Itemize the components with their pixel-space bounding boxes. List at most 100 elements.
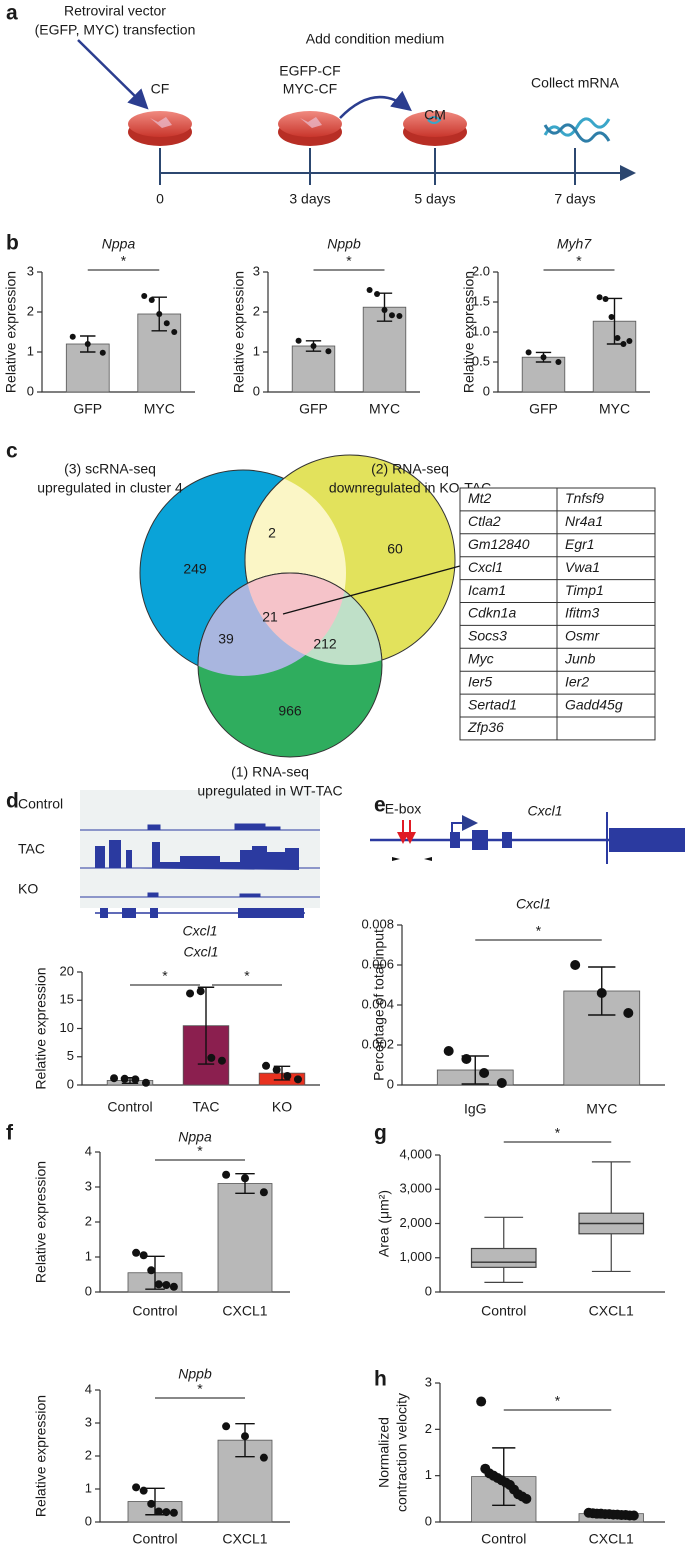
- venn-label: upregulated in WT-TAC: [197, 783, 342, 799]
- y-tick-label: 15: [60, 992, 74, 1007]
- y-tick-label: 3: [27, 263, 34, 278]
- y-tick-label: 4,000: [399, 1146, 432, 1161]
- y-tick-label: 0.002: [361, 1036, 394, 1051]
- y-tick-label: 0.008: [361, 916, 394, 931]
- dish-label: EGFP-CF: [279, 63, 340, 79]
- table-cell: Osmr: [565, 628, 601, 644]
- y-axis-label: contraction velocity: [394, 1393, 410, 1512]
- panel-label: b: [6, 232, 19, 255]
- gene-name: Cxcl1: [182, 923, 217, 939]
- significance-label: *: [536, 923, 542, 939]
- y-tick-label: 0: [27, 383, 34, 398]
- significance-label: *: [555, 1393, 561, 1409]
- y-tick-label: 1.5: [472, 293, 490, 308]
- chart-title: Nppb: [327, 236, 361, 252]
- y-axis-label: Relative expression: [33, 1395, 49, 1517]
- venn-count: 249: [183, 561, 207, 577]
- table-cell: Nr4a1: [565, 513, 603, 529]
- venn-count: 21: [262, 609, 278, 625]
- gene-name: Cxcl1: [527, 803, 562, 819]
- data-point: [141, 1078, 150, 1087]
- data-point: [461, 1054, 472, 1064]
- significance-label: *: [244, 968, 250, 984]
- y-tick-label: 1: [27, 343, 34, 358]
- data-point: [169, 1508, 178, 1517]
- chart-title: Cxcl1: [516, 896, 551, 912]
- x-tick-label: Control: [132, 1531, 177, 1547]
- data-point: [141, 293, 148, 299]
- significance-label: *: [346, 253, 352, 269]
- venn-label: (2) RNA-seq: [371, 461, 449, 477]
- track-label: TAC: [18, 841, 45, 857]
- y-tick-label: 0: [425, 1283, 432, 1298]
- data-point: [623, 1008, 634, 1018]
- y-tick-label: 2: [253, 303, 260, 318]
- data-point: [163, 320, 170, 327]
- data-point: [69, 333, 76, 340]
- venn-count: 2: [268, 525, 276, 541]
- y-tick-label: 10: [60, 1020, 74, 1035]
- data-point: [110, 1074, 119, 1083]
- x-tick-label: Control: [132, 1303, 177, 1319]
- x-tick-label: MYC: [369, 401, 400, 417]
- y-tick-label: 3: [425, 1374, 432, 1389]
- x-tick-label: CXCL1: [589, 1303, 634, 1319]
- y-tick-label: 1: [253, 343, 260, 358]
- connector: [282, 565, 461, 615]
- y-tick-label: 0: [67, 1076, 74, 1091]
- schematic-text: Add condition medium: [306, 31, 445, 47]
- data-point: [479, 1068, 490, 1078]
- x-tick-label: GFP: [529, 401, 558, 417]
- timeline-label: 7 days: [554, 191, 595, 207]
- timeline-label: 0: [156, 191, 164, 207]
- data-point: [293, 1075, 302, 1084]
- data-point: [120, 1074, 129, 1083]
- venn-label: downregulated in KO-TAC: [329, 480, 491, 496]
- data-point: [283, 1071, 292, 1080]
- chart-title: Nppb: [178, 1366, 212, 1382]
- data-point: [259, 1188, 268, 1197]
- data-point: [540, 354, 547, 361]
- venn-label: (3) scRNA-seq: [64, 461, 156, 477]
- data-point: [626, 338, 633, 344]
- x-tick-label: CXCL1: [222, 1303, 267, 1319]
- data-point: [608, 314, 615, 320]
- y-axis-label: Area (μm²): [376, 1190, 392, 1257]
- venn-count: 212: [313, 636, 337, 652]
- data-point: [207, 1053, 216, 1062]
- table-cell: Junb: [564, 650, 596, 666]
- y-axis-label: Relative expression: [461, 271, 477, 393]
- element-label: E-box: [385, 801, 422, 817]
- data-point: [139, 1251, 148, 1260]
- data-point: [614, 335, 621, 341]
- data-point: [596, 988, 607, 998]
- y-tick-label: 2: [85, 1213, 92, 1228]
- y-tick-label: 0: [85, 1283, 92, 1298]
- y-axis-label: Relative expression: [33, 1161, 49, 1283]
- y-axis-label: Normalized: [376, 1417, 392, 1488]
- y-tick-label: 0.006: [361, 956, 394, 971]
- gene-diagram: [370, 812, 685, 864]
- data-point: [295, 337, 302, 344]
- y-tick-label: 1.0: [472, 323, 490, 338]
- venn-count: 966: [278, 703, 302, 719]
- table-cell: Ier2: [565, 673, 589, 689]
- data-point: [310, 343, 317, 349]
- data-point: [628, 1510, 639, 1521]
- data-point: [99, 349, 106, 356]
- data-point: [171, 329, 178, 335]
- table-cell: Myc: [468, 650, 494, 666]
- data-point: [388, 312, 395, 319]
- y-tick-label: 4: [85, 1143, 92, 1158]
- x-tick-label: MYC: [586, 1101, 617, 1117]
- data-point: [381, 307, 388, 313]
- table-cell: Cxcl1: [468, 559, 503, 575]
- y-tick-label: 3: [85, 1414, 92, 1429]
- y-tick-label: 4: [85, 1381, 92, 1396]
- track-label: Control: [18, 796, 63, 812]
- dish: [403, 111, 467, 146]
- y-tick-label: 2: [425, 1421, 432, 1436]
- data-point: [162, 1508, 171, 1517]
- chart-title: Cxcl1: [183, 944, 218, 960]
